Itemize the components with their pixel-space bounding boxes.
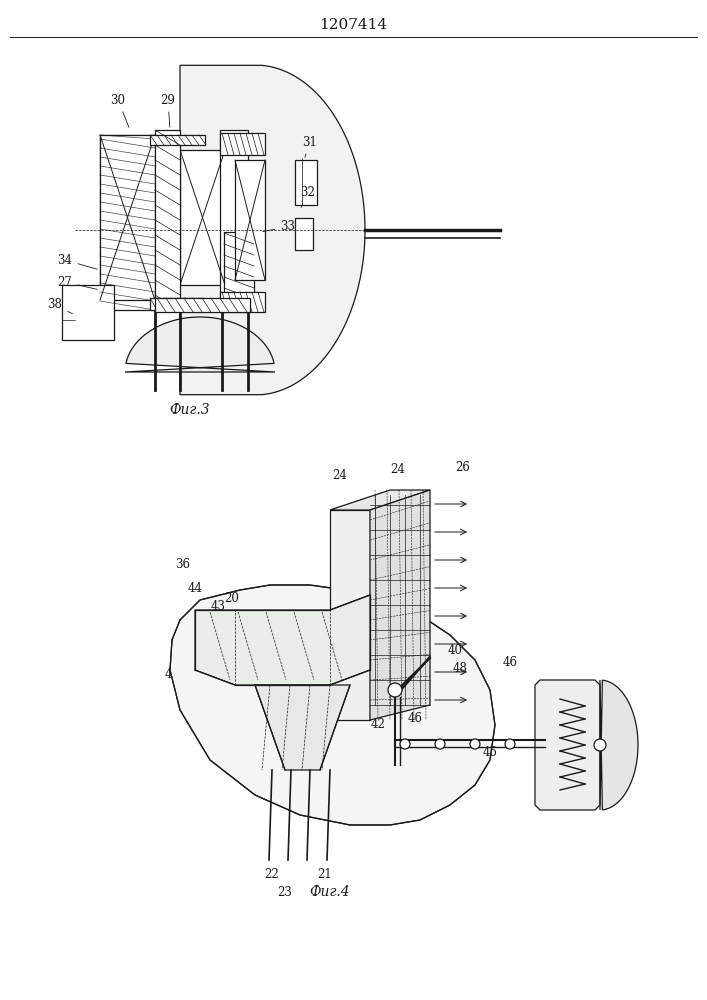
Bar: [155, 130, 180, 310]
Bar: [295, 160, 317, 205]
Circle shape: [435, 739, 445, 749]
Text: 4: 4: [164, 668, 172, 682]
Text: 46: 46: [407, 712, 423, 724]
Bar: [100, 135, 155, 310]
Text: 48: 48: [452, 662, 467, 674]
Text: 31: 31: [303, 135, 317, 157]
Text: 21: 21: [317, 868, 332, 882]
Text: 29: 29: [160, 94, 175, 127]
Text: 1207414: 1207414: [319, 18, 387, 32]
Text: 44: 44: [187, 582, 202, 595]
Text: 33: 33: [263, 221, 296, 233]
Polygon shape: [125, 317, 275, 372]
Polygon shape: [600, 680, 638, 810]
Text: Фиг.4: Фиг.4: [310, 885, 350, 899]
Text: 22: 22: [264, 868, 279, 882]
Polygon shape: [535, 680, 600, 810]
Text: 42: 42: [370, 718, 385, 732]
Text: 47: 47: [611, 784, 626, 796]
Text: 46: 46: [503, 656, 518, 668]
Bar: [155, 298, 250, 312]
Polygon shape: [195, 595, 370, 685]
Circle shape: [388, 683, 402, 697]
Circle shape: [594, 739, 606, 751]
Text: 23: 23: [278, 886, 293, 898]
Polygon shape: [398, 656, 430, 694]
Text: Фиг.3: Фиг.3: [170, 403, 210, 417]
Polygon shape: [170, 585, 495, 825]
Circle shape: [400, 739, 410, 749]
Bar: [220, 130, 248, 310]
Polygon shape: [255, 685, 350, 770]
Polygon shape: [330, 510, 370, 720]
Text: 40: 40: [448, 644, 462, 656]
Bar: [224, 232, 254, 310]
Text: 26: 26: [455, 461, 470, 474]
Text: 30: 30: [110, 94, 129, 127]
Bar: [220, 292, 265, 312]
Text: 32: 32: [300, 186, 315, 207]
Bar: [150, 298, 205, 310]
Text: 45: 45: [482, 746, 498, 758]
Bar: [295, 218, 313, 250]
Text: 43: 43: [211, 599, 226, 612]
Text: 37: 37: [407, 696, 423, 708]
Text: 24: 24: [332, 469, 347, 482]
Circle shape: [505, 739, 515, 749]
Text: 27: 27: [57, 275, 98, 289]
Bar: [100, 135, 155, 300]
Bar: [180, 150, 225, 285]
Text: 38: 38: [47, 298, 73, 314]
Bar: [62, 285, 114, 340]
Text: 34: 34: [57, 253, 98, 269]
Polygon shape: [330, 490, 430, 510]
Bar: [235, 160, 265, 280]
Text: 24: 24: [390, 463, 405, 476]
Circle shape: [470, 739, 480, 749]
Polygon shape: [370, 490, 430, 720]
Polygon shape: [180, 65, 365, 395]
Bar: [220, 133, 265, 155]
Text: 20: 20: [225, 591, 240, 604]
Text: 36: 36: [175, 558, 190, 572]
Text: 28: 28: [341, 593, 356, 606]
Bar: [150, 135, 205, 145]
